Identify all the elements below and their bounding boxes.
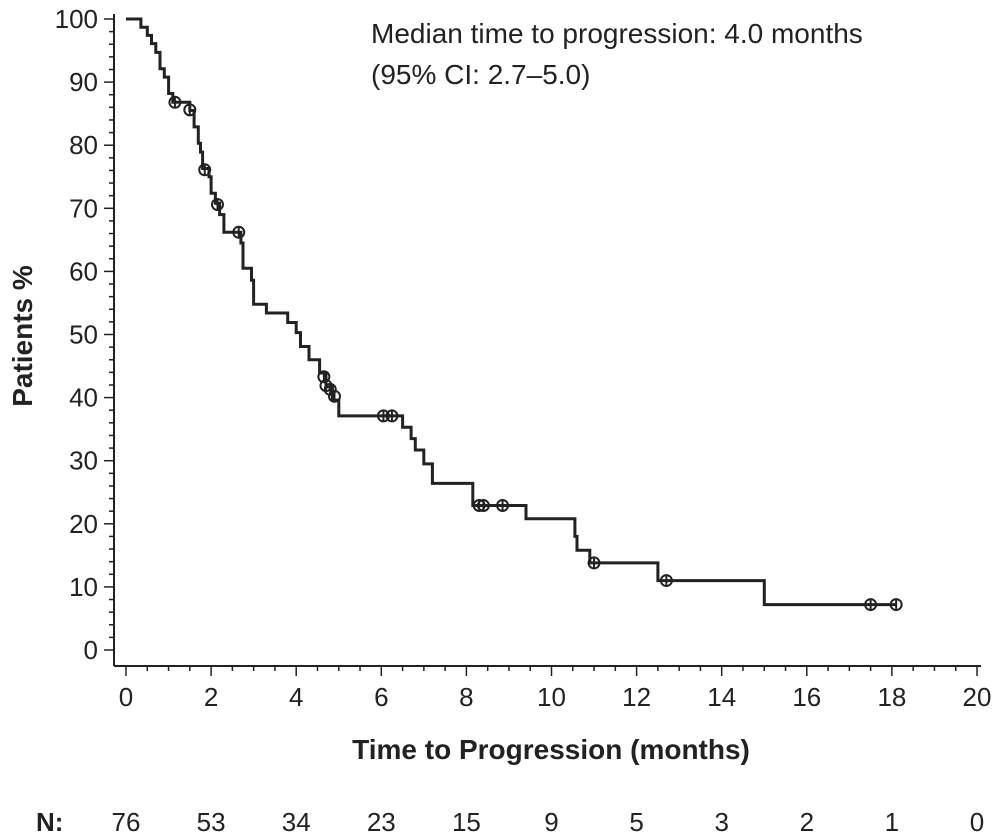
censor-mark <box>659 574 673 588</box>
censor-mark <box>496 499 510 513</box>
x-tick-label: 18 <box>877 682 906 712</box>
y-tick-label: 100 <box>55 4 98 34</box>
risk-count: 53 <box>197 807 226 837</box>
x-tick-label: 2 <box>204 682 218 712</box>
risk-count: 0 <box>970 807 984 837</box>
y-tick-label: 60 <box>69 256 98 286</box>
x-axis-title: Time to Progression (months) <box>352 734 750 765</box>
axes <box>113 14 981 667</box>
risk-count: 23 <box>367 807 396 837</box>
x-axis-ticks: 0 2 4 6 8 10 12 14 16 18 20 <box>119 666 992 712</box>
censor-mark <box>232 225 246 239</box>
censor-mark <box>587 556 601 570</box>
risk-count: 1 <box>885 807 899 837</box>
censor-mark <box>385 409 399 423</box>
risk-count: 15 <box>452 807 481 837</box>
risk-table: 76 53 34 23 15 9 5 3 2 1 0 <box>112 807 985 837</box>
y-axis-title: Patients % <box>7 265 38 407</box>
risk-count: 76 <box>112 807 141 837</box>
censor-marks <box>168 95 903 612</box>
annotation-median: Median time to progression: 4.0 months <box>371 18 863 49</box>
censor-mark <box>198 163 212 177</box>
x-tick-label: 8 <box>459 682 473 712</box>
censor-mark <box>889 598 903 612</box>
censor-mark <box>476 499 490 513</box>
risk-count: 3 <box>714 807 728 837</box>
y-axis-ticks: 0 10 20 30 40 50 60 70 80 90 100 <box>55 4 114 665</box>
risk-count: 5 <box>629 807 643 837</box>
risk-count: 34 <box>282 807 311 837</box>
y-tick-label: 90 <box>69 67 98 97</box>
risk-table-label: N: <box>36 807 63 837</box>
risk-count: 9 <box>544 807 558 837</box>
x-tick-label: 12 <box>622 682 651 712</box>
x-tick-label: 10 <box>537 682 566 712</box>
censor-mark <box>864 598 878 612</box>
y-tick-label: 10 <box>69 572 98 602</box>
censor-mark <box>168 95 182 109</box>
risk-count: 2 <box>800 807 814 837</box>
y-tick-label: 20 <box>69 509 98 539</box>
y-tick-label: 80 <box>69 130 98 160</box>
survival-step-line <box>126 17 897 607</box>
x-tick-label: 6 <box>374 682 388 712</box>
y-tick-label: 50 <box>69 320 98 350</box>
censor-mark <box>376 409 390 423</box>
x-tick-label: 0 <box>119 682 133 712</box>
y-tick-label: 30 <box>69 446 98 476</box>
censor-mark <box>327 389 341 403</box>
y-tick-label: 70 <box>69 193 98 223</box>
censor-mark <box>210 198 224 212</box>
x-tick-label: 16 <box>792 682 821 712</box>
y-tick-label: 40 <box>69 383 98 413</box>
x-tick-label: 14 <box>707 682 736 712</box>
censor-mark <box>183 103 197 117</box>
survival-curve <box>126 17 897 607</box>
x-tick-label: 20 <box>963 682 992 712</box>
annotation-ci: (95% CI: 2.7–5.0) <box>371 59 590 90</box>
x-tick-label: 4 <box>289 682 303 712</box>
y-tick-label: 0 <box>84 635 98 665</box>
